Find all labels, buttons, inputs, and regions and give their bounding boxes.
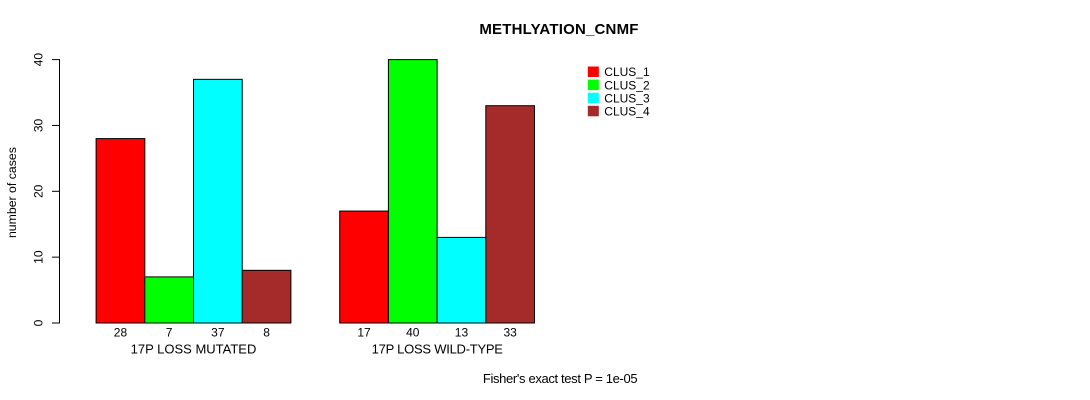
svg-text:METHLYATION_CNMF: METHLYATION_CNMF <box>479 21 638 38</box>
svg-text:28: 28 <box>114 326 128 340</box>
svg-text:13: 13 <box>455 326 469 340</box>
svg-text:CLUS_2: CLUS_2 <box>604 78 650 92</box>
svg-text:37: 37 <box>211 326 225 340</box>
svg-text:CLUS_1: CLUS_1 <box>604 65 650 79</box>
svg-text:33: 33 <box>503 326 517 340</box>
svg-text:7: 7 <box>166 326 173 340</box>
svg-text:0: 0 <box>32 319 46 326</box>
svg-text:17: 17 <box>357 326 371 340</box>
svg-text:17P LOSS WILD-TYPE: 17P LOSS WILD-TYPE <box>372 341 504 356</box>
svg-text:8: 8 <box>263 326 270 340</box>
svg-text:CLUS_3: CLUS_3 <box>604 91 650 105</box>
svg-text:number of cases: number of cases <box>5 147 19 238</box>
svg-text:17P LOSS MUTATED: 17P LOSS MUTATED <box>131 341 257 356</box>
svg-text:30: 30 <box>32 118 46 132</box>
svg-text:20: 20 <box>32 184 46 198</box>
svg-text:CLUS_4: CLUS_4 <box>604 105 650 119</box>
svg-text:Fisher's exact test P = 1e-05: Fisher's exact test P = 1e-05 <box>483 371 637 386</box>
svg-text:40: 40 <box>406 326 420 340</box>
svg-text:10: 10 <box>32 250 46 264</box>
svg-text:40: 40 <box>32 53 46 67</box>
